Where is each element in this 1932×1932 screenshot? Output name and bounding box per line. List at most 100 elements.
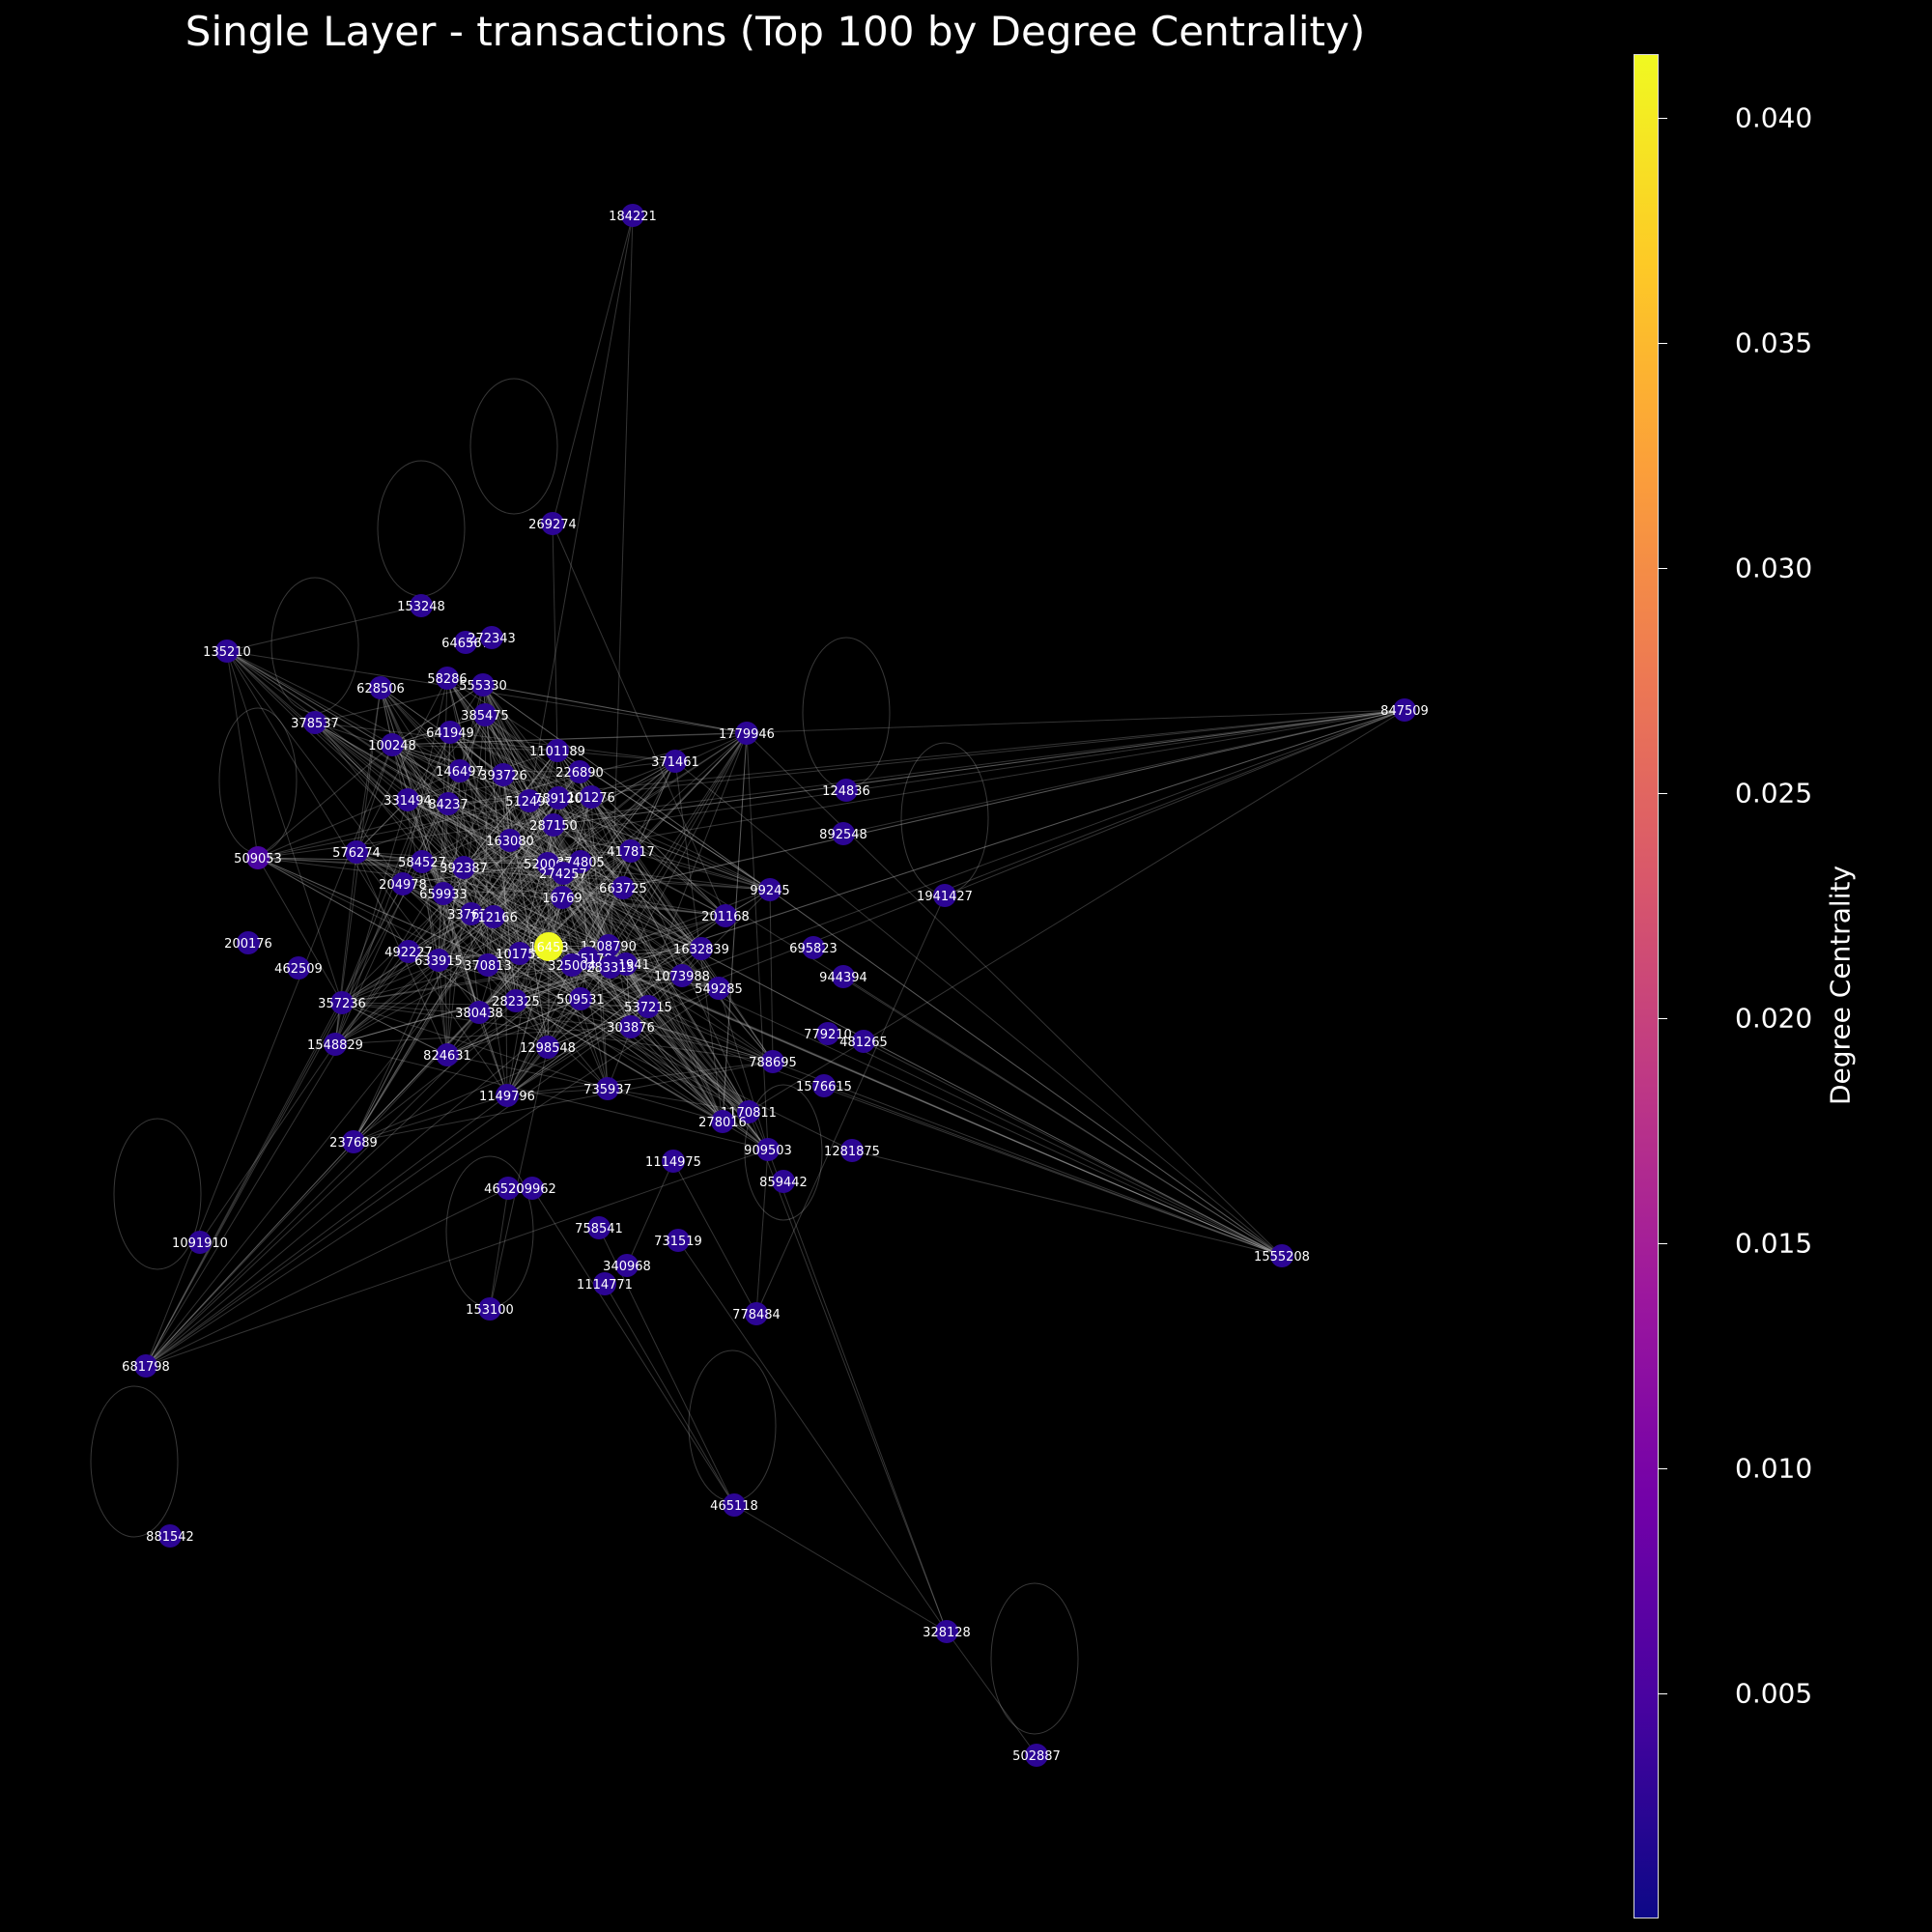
graph-node[interactable]	[745, 1302, 768, 1325]
graph-node[interactable]	[287, 956, 310, 980]
graph-node[interactable]	[569, 850, 592, 873]
graph-node[interactable]	[410, 594, 433, 617]
graph-node[interactable]	[546, 739, 569, 762]
graph-node[interactable]	[587, 1216, 611, 1239]
graph-node[interactable]	[330, 991, 354, 1014]
edge	[562, 872, 632, 1028]
graph-node[interactable]	[551, 886, 574, 909]
graph-node[interactable]	[432, 882, 455, 905]
graph-node[interactable]	[473, 703, 497, 726]
graph-node[interactable]	[560, 953, 583, 977]
graph-node[interactable]	[541, 512, 564, 535]
graph-node[interactable]	[816, 1022, 839, 1045]
graph-node[interactable]	[761, 1050, 784, 1073]
graph-node[interactable]	[468, 1001, 491, 1024]
graph-node[interactable]	[476, 953, 499, 977]
graph-node[interactable]	[772, 1170, 795, 1193]
graph-node[interactable]	[497, 1177, 520, 1200]
graph-node[interactable]	[460, 902, 483, 925]
graph-node[interactable]	[508, 942, 531, 965]
graph-node[interactable]	[593, 1272, 616, 1295]
graph-node[interactable]	[391, 872, 414, 895]
graph-node[interactable]	[569, 987, 592, 1010]
graph-node[interactable]	[735, 722, 758, 745]
graph-node[interactable]	[714, 904, 737, 927]
graph-node[interactable]	[812, 1074, 836, 1097]
graph-node[interactable]	[580, 785, 603, 809]
graph-node[interactable]	[758, 878, 781, 901]
graph-node[interactable]	[396, 788, 419, 811]
graph-node[interactable]	[1270, 1244, 1293, 1267]
graph-node[interactable]	[737, 1100, 760, 1123]
graph-node[interactable]	[552, 862, 575, 885]
graph-node[interactable]	[802, 936, 825, 959]
graph-node[interactable]	[670, 964, 694, 987]
graph-node[interactable]	[381, 733, 404, 756]
graph-node[interactable]	[369, 676, 392, 699]
graph-node[interactable]	[246, 846, 270, 869]
graph-node[interactable]	[471, 673, 495, 696]
graph-node[interactable]	[852, 1030, 875, 1053]
edges	[90, 214, 1406, 1756]
graph-node[interactable]	[534, 932, 563, 961]
graph-node[interactable]	[215, 639, 239, 663]
graph-node[interactable]	[411, 850, 434, 873]
graph-node[interactable]	[662, 1150, 685, 1173]
graph-node[interactable]	[492, 763, 515, 786]
graph-node[interactable]	[448, 759, 471, 782]
graph-node[interactable]	[436, 667, 459, 690]
graph-node[interactable]	[397, 940, 420, 963]
graph-node[interactable]	[599, 955, 622, 979]
graph-node[interactable]	[611, 876, 635, 899]
graph-node[interactable]	[478, 1297, 501, 1321]
graph-node[interactable]	[935, 1620, 958, 1643]
graph-node[interactable]	[832, 965, 855, 988]
graph-node[interactable]	[568, 760, 591, 783]
graph-node[interactable]	[237, 931, 260, 954]
graph-node[interactable]	[439, 721, 462, 744]
graph-node[interactable]	[542, 813, 565, 837]
graph-node[interactable]	[454, 631, 477, 654]
graph-node[interactable]	[427, 949, 450, 972]
graph-node[interactable]	[436, 1043, 459, 1066]
graph-node[interactable]	[324, 1033, 347, 1056]
graph-node[interactable]	[756, 1138, 780, 1161]
graph-node[interactable]	[504, 989, 527, 1012]
graph-node[interactable]	[482, 905, 505, 928]
graph-node[interactable]	[480, 626, 503, 649]
graph-node[interactable]	[496, 1084, 519, 1107]
graph-node[interactable]	[597, 934, 620, 957]
graph-node[interactable]	[619, 839, 642, 863]
graph-node[interactable]	[342, 1130, 365, 1153]
graph-node[interactable]	[637, 995, 660, 1018]
graph-node[interactable]	[619, 1015, 642, 1038]
graph-node[interactable]	[664, 750, 687, 773]
graph-node[interactable]	[621, 204, 644, 227]
graph-node[interactable]	[518, 789, 541, 812]
graph-node[interactable]	[707, 977, 730, 1000]
graph-node[interactable]	[667, 1229, 690, 1252]
graph-node[interactable]	[134, 1354, 157, 1378]
graph-node[interactable]	[188, 1231, 212, 1254]
graph-node[interactable]	[596, 1077, 619, 1100]
graph-node[interactable]	[1025, 1744, 1048, 1767]
graph-node[interactable]	[547, 786, 570, 810]
graph-node[interactable]	[521, 1177, 544, 1200]
graph-node[interactable]	[723, 1493, 746, 1517]
graph-node[interactable]	[711, 1110, 734, 1133]
graph-node[interactable]	[1393, 698, 1416, 722]
graph-node[interactable]	[615, 1254, 639, 1277]
graph-node[interactable]	[835, 779, 858, 802]
graph-node[interactable]	[158, 1524, 182, 1548]
graph-node[interactable]	[536, 1036, 559, 1059]
edge	[493, 709, 1406, 918]
graph-node[interactable]	[437, 792, 460, 815]
graph-node[interactable]	[452, 856, 475, 879]
graph-node[interactable]	[840, 1139, 864, 1162]
graph-node[interactable]	[303, 711, 327, 734]
graph-node[interactable]	[690, 937, 713, 960]
graph-node[interactable]	[933, 884, 956, 907]
graph-node[interactable]	[832, 822, 855, 845]
graph-node[interactable]	[498, 829, 522, 852]
graph-node[interactable]	[345, 840, 368, 864]
